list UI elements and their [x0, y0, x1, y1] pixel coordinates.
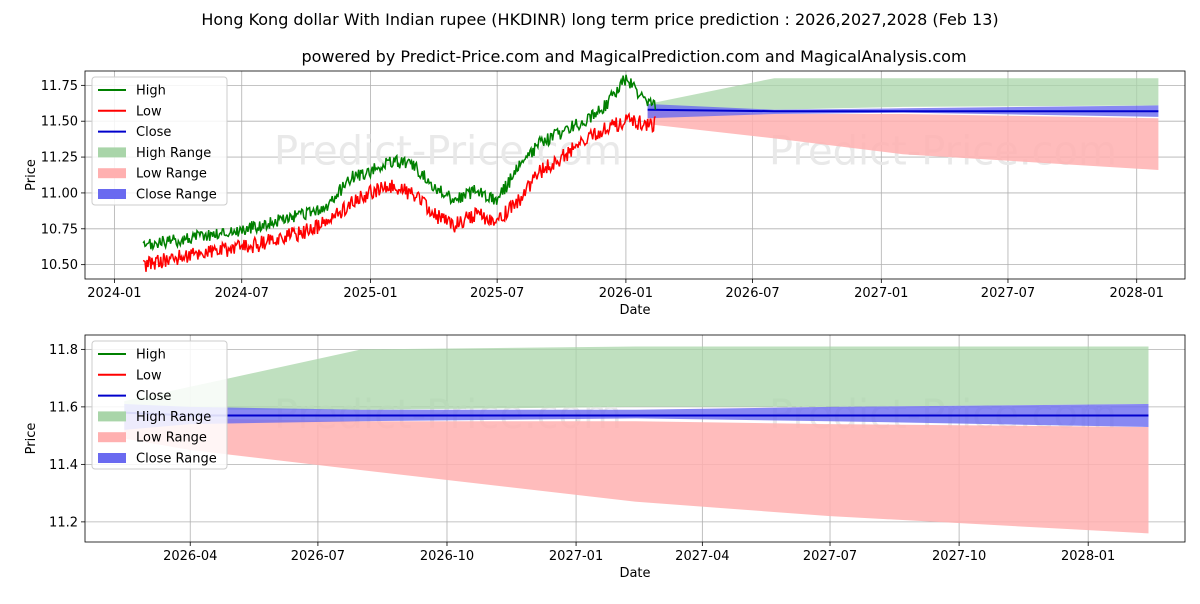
legend-close-label: Close — [136, 389, 171, 404]
legend-low-range-swatch — [98, 168, 126, 179]
x-tick-label: 2025-07 — [470, 286, 524, 301]
x-tick-label: 2024-07 — [215, 286, 269, 301]
bottom-panel: 2026-04 2026-07 2026-10 2027-01 2027-04 2027-… — [24, 334, 1186, 581]
x-tick-label: 2026-07 — [291, 549, 345, 564]
legend-close-range-swatch — [98, 189, 126, 199]
x-tick-label: 2027-01 — [854, 286, 908, 301]
plot-frame — [84, 70, 1186, 280]
x-tick-label: 2024-01 — [87, 286, 141, 301]
legend-high-range-label: High Range — [136, 410, 211, 425]
x-axis-label: Date — [619, 303, 650, 318]
y-tick-label: 11.4 — [49, 458, 78, 473]
top-panel: 2024-01 2024-07 2025-01 2025-07 2026-01 2026-… — [24, 70, 1186, 318]
legend-low-label: Low — [136, 368, 162, 383]
low-range-band — [647, 109, 1159, 170]
legend-low-range-label: Low Range — [136, 431, 207, 446]
x-tick-label: 2027-07 — [803, 549, 857, 564]
x-tick-label: 2026-01 — [599, 286, 653, 301]
close-range-band — [124, 404, 1149, 430]
historical-low-line — [142, 112, 657, 272]
legend-close-range-label: Close Range — [136, 188, 217, 203]
y-tick-label: 11.8 — [49, 343, 78, 358]
y-tick-label: 11.6 — [49, 400, 78, 415]
x-tick-label: 2028-01 — [1061, 549, 1115, 564]
x-tick-label: 2027-10 — [932, 549, 986, 564]
y-tick-label: 11.00 — [41, 186, 78, 201]
y-tick-label: 10.50 — [41, 258, 78, 273]
legend-high-range-swatch — [98, 411, 126, 422]
x-tick-label: 2026-04 — [163, 549, 217, 564]
historical-high-line — [142, 74, 657, 252]
x-tick-label: 2027-07 — [981, 286, 1035, 301]
x-tick-label: 2027-04 — [675, 549, 729, 564]
x-tick-label: 2028-01 — [1110, 286, 1164, 301]
x-tick-label: 2026-07 — [725, 286, 779, 301]
legend-high-label: High — [136, 84, 166, 99]
y-tick-label: 11.2 — [49, 515, 78, 530]
x-tick-label: 2026-10 — [420, 549, 474, 564]
legend-low-range-label: Low Range — [136, 167, 207, 182]
plot-frame — [84, 334, 1186, 543]
x-axis-label: Date — [619, 566, 650, 581]
y-tick-label: 10.75 — [41, 222, 78, 237]
chart-subtitle: powered by Predict-Price.com and Magical… — [301, 47, 966, 66]
y-tick-label: 11.75 — [41, 79, 78, 94]
legend-close-range-swatch — [98, 453, 126, 463]
high-range-band — [124, 346, 1149, 413]
y-tick-label: 11.50 — [41, 115, 78, 130]
legend-low-label: Low — [136, 104, 162, 119]
legend-close-label: Close — [136, 125, 171, 140]
legend-high-label: High — [136, 348, 166, 363]
x-tick-label: 2027-01 — [549, 549, 603, 564]
legend-high-range-swatch — [98, 147, 126, 158]
chart-title: Hong Kong dollar With Indian rupee (HKDI… — [201, 10, 998, 29]
low-range-band — [124, 412, 1149, 534]
legend-low-range-swatch — [98, 432, 126, 443]
forecast-close-line — [647, 108, 1159, 113]
y-axis-label: Price — [24, 423, 39, 455]
high-range-band — [647, 78, 1159, 110]
y-tick-label: 11.25 — [41, 151, 78, 166]
y-axis-label: Price — [24, 159, 39, 191]
x-tick-label: 2025-01 — [343, 286, 397, 301]
legend-high-range-label: High Range — [136, 146, 211, 161]
legend-close-range-label: Close Range — [136, 452, 217, 467]
